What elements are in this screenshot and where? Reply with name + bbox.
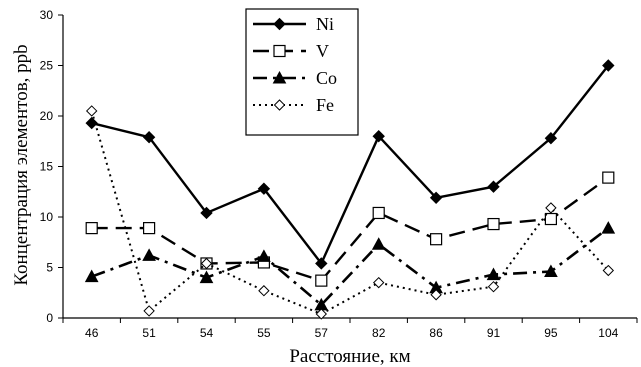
data-point-v — [143, 222, 156, 235]
data-point-v — [315, 274, 328, 287]
data-point-fe — [430, 289, 442, 301]
legend: Ni V Co Fe — [245, 8, 359, 136]
data-point-co — [486, 267, 501, 281]
data-point-v — [372, 206, 385, 220]
data-point-ni — [315, 257, 328, 270]
x-tick-label: 91 — [487, 326, 501, 340]
legend-box — [245, 8, 359, 136]
x-tick-label: 51 — [142, 326, 156, 340]
legend-marker-ni — [273, 17, 286, 31]
data-point-fe — [315, 308, 328, 320]
x-tick-label: 86 — [429, 326, 443, 340]
data-point-ni — [544, 132, 558, 145]
y-tick-label: 0 — [46, 311, 53, 325]
data-point-fe — [372, 276, 385, 289]
data-point-ni — [487, 180, 500, 193]
series-line-co — [91, 227, 610, 307]
series-fe — [85, 105, 615, 320]
data-point-ni — [200, 206, 213, 220]
data-point-ni — [602, 59, 615, 72]
x-tick-label: 57 — [315, 326, 329, 340]
data-point-fe — [545, 202, 557, 214]
y-tick-label: 30 — [40, 8, 54, 22]
data-point-fe — [602, 264, 615, 277]
series-line-v — [91, 176, 610, 283]
y-tick-label: 20 — [40, 109, 54, 123]
legend-label-co: Co — [316, 68, 337, 88]
x-tick-label: 104 — [598, 326, 618, 340]
data-point-co — [257, 249, 271, 262]
x-tick-label: 46 — [85, 326, 99, 340]
y-tick-label: 5 — [46, 261, 53, 275]
data-point-ni — [257, 182, 271, 195]
y-tick-label: 15 — [40, 160, 54, 174]
y-tick-label: 25 — [40, 59, 54, 73]
y-tick-label: 10 — [40, 210, 54, 224]
series-line-fe — [90, 110, 610, 316]
data-point-co — [601, 221, 616, 234]
data-point-co — [142, 248, 156, 261]
x-tick-label: 54 — [200, 326, 214, 340]
legend-marker-fe — [273, 99, 286, 111]
legend-marker-v — [273, 44, 286, 58]
data-point-v — [487, 217, 500, 231]
data-point-fe — [85, 105, 98, 117]
data-point-ni — [372, 129, 385, 143]
x-tick-label: 82 — [372, 326, 386, 340]
data-point-co — [371, 237, 386, 250]
x-tick-label: 55 — [257, 326, 271, 340]
x-axis-title: Расстояние, км — [289, 346, 410, 367]
series-co — [84, 221, 616, 311]
data-point-ni — [85, 116, 98, 130]
data-point-ni — [142, 131, 156, 144]
legend-label-fe: Fe — [316, 95, 334, 115]
axes: 0 5 10 15 20 25 30 46 51 54 55 57 82 86 91 95 104 — [40, 8, 638, 340]
legend-marker-co — [272, 70, 287, 84]
data-point-ni — [429, 191, 443, 205]
data-point-v — [85, 222, 98, 235]
series-v — [85, 171, 615, 287]
data-point-v — [602, 171, 615, 184]
legend-label-ni: Ni — [316, 14, 334, 34]
data-point-v — [430, 233, 443, 246]
data-point-fe — [487, 280, 500, 293]
series-line-ni — [91, 64, 610, 266]
data-point-co — [544, 264, 558, 278]
legend-label-v: V — [316, 41, 329, 61]
x-tick-label: 95 — [544, 326, 558, 340]
data-point-co — [84, 269, 99, 283]
series-group — [84, 59, 616, 320]
data-point-v — [544, 212, 558, 226]
data-point-co — [199, 270, 214, 284]
data-point-fe — [258, 285, 270, 297]
y-axis-title: Концентрация элементов, ppb — [11, 44, 32, 285]
data-point-fe — [143, 305, 155, 317]
series-ni — [85, 59, 615, 270]
data-point-fe — [200, 257, 213, 270]
